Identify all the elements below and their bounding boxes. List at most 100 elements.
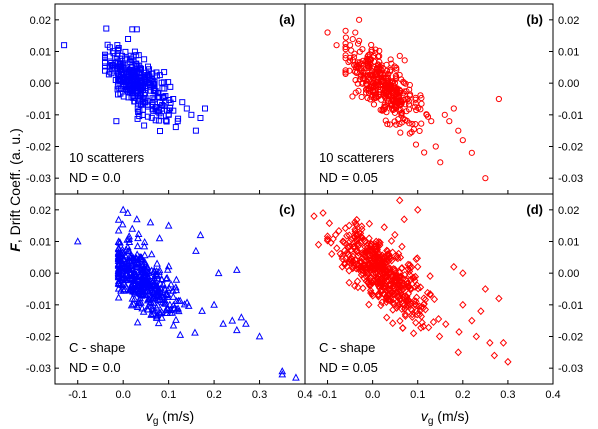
data-point xyxy=(388,78,396,85)
data-point xyxy=(399,323,407,332)
data-point xyxy=(136,62,143,69)
data-point xyxy=(435,332,444,341)
data-point xyxy=(156,99,163,106)
data-point xyxy=(167,83,174,90)
data-point xyxy=(360,273,368,282)
data-point xyxy=(414,262,422,271)
data-point xyxy=(292,373,300,381)
data-point xyxy=(210,300,218,308)
data-point xyxy=(196,230,205,239)
data-point xyxy=(351,218,359,227)
data-point xyxy=(124,74,131,81)
annotation-line1: 10 scatterers xyxy=(69,150,145,165)
data-point xyxy=(137,291,146,299)
data-point xyxy=(472,332,481,341)
y-tick-label: -0.03 xyxy=(558,363,583,375)
data-point xyxy=(154,319,163,327)
data-point xyxy=(361,243,369,251)
x-tick-label: -0.1 xyxy=(68,389,87,401)
data-point xyxy=(198,306,206,314)
annotation-line2: ND = 0.0 xyxy=(69,360,121,375)
data-point xyxy=(154,108,161,115)
data-point xyxy=(355,240,364,249)
x-tick-label: 0.4 xyxy=(545,389,560,401)
data-point xyxy=(118,67,125,74)
data-point xyxy=(378,82,385,89)
data-point xyxy=(432,143,439,150)
data-point xyxy=(481,285,490,293)
data-point xyxy=(161,79,168,86)
data-point xyxy=(170,96,177,102)
data-point xyxy=(454,348,462,357)
data-point xyxy=(147,297,155,305)
data-point xyxy=(325,219,334,228)
data-point xyxy=(381,101,388,108)
data-point xyxy=(108,70,115,77)
data-point xyxy=(338,252,346,261)
data-point xyxy=(383,278,392,287)
data-point xyxy=(401,292,409,300)
data-point xyxy=(152,303,161,311)
data-point xyxy=(114,215,123,223)
annotation-line1: C - shape xyxy=(69,340,125,355)
data-point xyxy=(163,265,172,273)
data-point xyxy=(366,86,373,93)
data-point xyxy=(149,95,156,102)
data-point xyxy=(114,247,123,256)
data-point xyxy=(353,215,361,224)
data-point xyxy=(401,310,410,319)
data-point xyxy=(348,257,357,266)
data-point xyxy=(384,77,391,85)
data-point xyxy=(137,255,145,264)
data-point xyxy=(141,56,148,63)
data-point xyxy=(366,260,374,269)
panel-a: 0.02 0.01 0.00 -0.01 -0.02 -0.03 (a) 10 scatter… xyxy=(26,3,306,195)
data-point xyxy=(128,224,137,232)
data-point xyxy=(396,253,405,262)
data-point xyxy=(388,248,397,257)
data-point xyxy=(389,305,397,314)
data-point xyxy=(374,76,381,83)
data-point xyxy=(115,73,122,80)
data-point xyxy=(114,248,123,257)
data-point xyxy=(380,74,387,82)
data-point xyxy=(323,236,332,245)
data-point xyxy=(369,291,377,300)
panel-label: (a) xyxy=(279,12,295,27)
data-point xyxy=(389,275,398,284)
data-point xyxy=(192,246,200,254)
data-point xyxy=(142,286,151,295)
data-point xyxy=(402,302,411,311)
x-axis-title-left-unit: (m/s) xyxy=(158,408,194,424)
data-point xyxy=(145,63,152,70)
data-point xyxy=(134,63,141,70)
data-point xyxy=(353,277,362,286)
data-point xyxy=(114,268,123,276)
data-point xyxy=(375,283,384,292)
data-point xyxy=(355,37,363,44)
x-axis-title-right-subscript: g xyxy=(428,416,434,427)
data-point xyxy=(380,223,388,232)
data-point xyxy=(310,212,318,221)
data-point xyxy=(237,313,246,321)
data-point xyxy=(358,254,366,263)
data-point xyxy=(412,100,419,107)
data-point xyxy=(169,292,178,300)
data-point xyxy=(364,62,371,70)
data-point xyxy=(377,301,385,310)
data-point xyxy=(362,257,370,265)
y-tick-label: -0.01 xyxy=(558,110,583,122)
data-point xyxy=(409,120,416,128)
data-point xyxy=(408,306,416,315)
data-point xyxy=(123,208,132,216)
data-point xyxy=(345,255,354,264)
data-point xyxy=(412,318,420,327)
data-point xyxy=(102,67,108,74)
data-point xyxy=(341,238,349,247)
data-point xyxy=(426,290,434,298)
data-point xyxy=(380,268,388,276)
y-tick-label: -0.02 xyxy=(558,142,583,154)
data-point xyxy=(164,221,173,229)
x-tick-label: 0.0 xyxy=(116,389,131,401)
